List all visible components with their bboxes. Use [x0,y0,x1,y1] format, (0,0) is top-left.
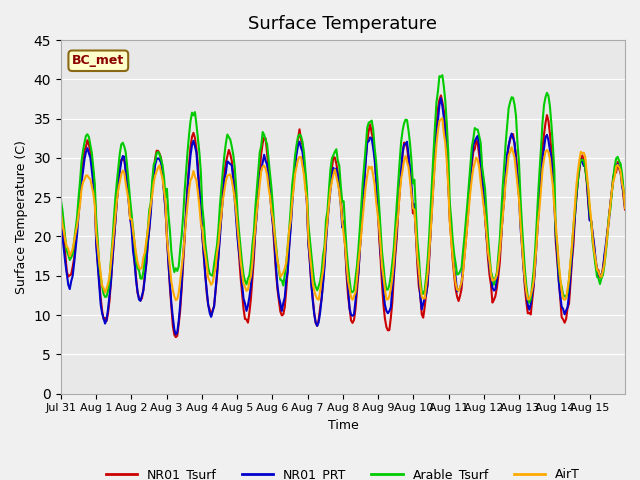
NR01_Tsurf [172,334,180,340]
Arable_Tsurf [438,72,446,78]
Title: Surface Temperature: Surface Temperature [248,15,438,33]
NR01_Tsurf [437,93,445,98]
NR01_PRT [76,196,84,202]
NR01_PRT [94,262,102,268]
NR01_PRT [621,205,629,211]
Arable_Tsurf [525,300,533,305]
NR01_Tsurf [621,206,629,212]
Arable_Tsurf [94,237,102,243]
AirT [621,205,629,211]
NR01_Tsurf [57,205,65,211]
Y-axis label: Surface Temperature (C): Surface Temperature (C) [15,140,28,294]
Arable_Tsurf [348,289,355,295]
AirT [438,115,446,121]
Arable_Tsurf [621,199,629,205]
NR01_PRT [462,231,470,237]
NR01_PRT [546,147,554,153]
Legend: NR01_Tsurf, NR01_PRT, Arable_Tsurf, AirT: NR01_Tsurf, NR01_PRT, Arable_Tsurf, AirT [100,464,585,480]
NR01_Tsurf [620,194,627,200]
Line: AirT: AirT [61,118,625,300]
NR01_PRT [172,332,180,337]
AirT [462,238,470,243]
Line: NR01_PRT: NR01_PRT [61,98,625,335]
AirT [76,201,84,207]
Arable_Tsurf [620,186,627,192]
NR01_PRT [57,218,65,224]
AirT [94,245,102,251]
Text: BC_met: BC_met [72,54,124,67]
NR01_PRT [349,313,356,319]
Arable_Tsurf [546,103,554,109]
AirT [349,297,356,302]
Line: Arable_Tsurf: Arable_Tsurf [61,75,625,302]
NR01_Tsurf [546,131,554,136]
NR01_Tsurf [94,260,102,265]
NR01_Tsurf [349,320,356,326]
Arable_Tsurf [76,178,84,184]
NR01_PRT [437,95,445,101]
NR01_Tsurf [462,237,470,243]
Arable_Tsurf [461,234,468,240]
AirT [172,297,180,303]
AirT [546,156,554,162]
NR01_PRT [620,190,627,196]
Line: NR01_Tsurf: NR01_Tsurf [61,96,625,337]
AirT [57,210,65,216]
AirT [620,187,627,193]
X-axis label: Time: Time [328,419,358,432]
NR01_Tsurf [76,186,84,192]
Arable_Tsurf [57,197,65,203]
